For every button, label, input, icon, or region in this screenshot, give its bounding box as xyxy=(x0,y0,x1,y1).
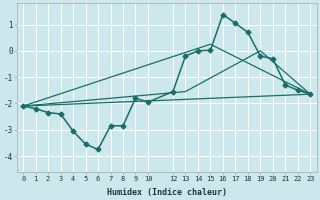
X-axis label: Humidex (Indice chaleur): Humidex (Indice chaleur) xyxy=(107,188,227,197)
